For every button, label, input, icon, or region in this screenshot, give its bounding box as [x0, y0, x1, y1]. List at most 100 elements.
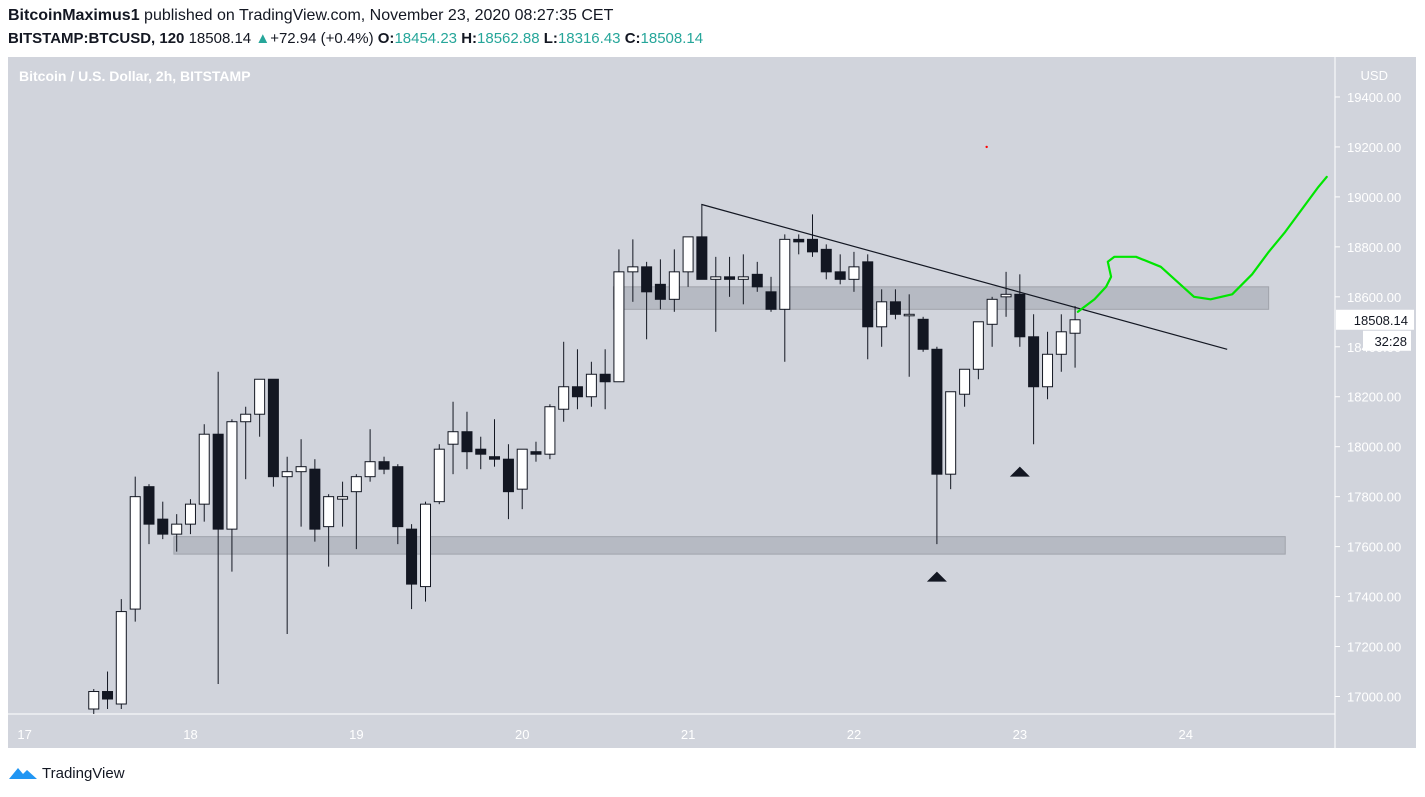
support-resistance-zones [173, 286, 1286, 555]
y-tick-label: 17000.00 [1347, 690, 1401, 705]
change-arrow-icon: ▲ [255, 30, 271, 47]
price-axis[interactable]: 17000.00 17200.00 17400.00 17600.00 17800.00… [1335, 90, 1401, 705]
y-tick-label: 19000.00 [1347, 190, 1401, 205]
candle-body [157, 518, 169, 535]
candle-body [876, 301, 888, 328]
candle [682, 236, 694, 287]
candle [433, 444, 445, 505]
low-label: L: [543, 30, 558, 47]
candle-body [986, 298, 998, 325]
y-tick-label: 18000.00 [1347, 440, 1401, 455]
candle-body [544, 406, 556, 455]
candle [184, 499, 196, 535]
countdown-tag [1363, 330, 1411, 351]
candle-body [392, 466, 404, 528]
candle-body [613, 271, 625, 383]
x-tick-label: 23 [1013, 727, 1027, 742]
candle-body [184, 503, 196, 525]
author-name[interactable]: BitcoinMaximus1 [8, 7, 140, 24]
candle [599, 349, 611, 410]
candle-body [654, 283, 666, 300]
candlestick-series [88, 204, 1081, 714]
candle-body [1042, 353, 1054, 388]
candle [613, 249, 625, 383]
candle-body [820, 248, 832, 273]
candle-body [793, 238, 805, 243]
candle-body [295, 466, 307, 473]
candle [226, 419, 238, 572]
candle-body [323, 496, 335, 528]
candle-body [737, 276, 749, 280]
y-tick-label: 17600.00 [1347, 540, 1401, 555]
high-value: 18562.88 [477, 30, 540, 47]
price-change: +72.94 (+0.4%) [270, 30, 374, 47]
candle [889, 289, 901, 320]
time-axis[interactable]: 17 18 19 20 21 22 23 24 [17, 727, 1193, 742]
tradingview-logo-icon [9, 768, 37, 779]
candle [585, 361, 597, 407]
candle-body [88, 691, 100, 710]
high-label: H: [461, 30, 478, 47]
candle [903, 294, 915, 377]
brand-name: TradingView [42, 764, 125, 782]
y-tick-label: 18600.00 [1347, 290, 1401, 305]
candle-body [710, 276, 722, 280]
candle [751, 261, 763, 292]
candle-body [198, 433, 210, 505]
candle-body [115, 611, 127, 705]
candle-body [489, 456, 501, 460]
x-tick-label: 18 [183, 727, 197, 742]
y-tick-label: 18200.00 [1347, 390, 1401, 405]
publisher-line: BitcoinMaximus1 published on TradingView… [8, 7, 613, 25]
candle-body [1000, 293, 1012, 298]
candle-body [447, 431, 459, 445]
candle [972, 321, 984, 380]
candle [1069, 306, 1081, 368]
candle [724, 256, 736, 297]
red-dot [985, 145, 988, 149]
candle-body [433, 448, 445, 503]
candle [364, 429, 376, 482]
candle [143, 484, 155, 545]
x-tick-label: 17 [17, 727, 31, 742]
candle [710, 256, 722, 332]
last-price-label: 18508.14 [1354, 313, 1408, 328]
candle [820, 244, 832, 280]
candle-body [862, 261, 874, 328]
y-tick-label: 18800.00 [1347, 240, 1401, 255]
ohlc-line: BITSTAMP:BTCUSD, 120 18508.14 ▲+72.94 (+… [8, 30, 703, 47]
candle-body [668, 271, 680, 300]
candle-body [972, 321, 984, 370]
candle [461, 411, 473, 470]
candle [240, 406, 252, 480]
countdown-label: 32:28 [1374, 334, 1407, 349]
candle-body [1014, 293, 1026, 338]
candle-body [406, 528, 418, 585]
tradingview-footer[interactable]: TradingView [8, 764, 125, 782]
candle-body [171, 523, 183, 535]
low-value: 18316.43 [557, 30, 621, 47]
candle [295, 439, 307, 527]
candle-body [516, 448, 528, 490]
candle-body [350, 476, 362, 493]
candle-body [1069, 319, 1081, 334]
candle-body [129, 496, 141, 610]
candle [1014, 274, 1026, 347]
candle-body [627, 266, 639, 273]
candle-body [945, 391, 957, 475]
candle-body [143, 486, 155, 525]
candle [765, 276, 777, 312]
candle-body [530, 451, 542, 455]
candle [447, 401, 459, 475]
candle [1000, 271, 1012, 317]
candle-body [226, 421, 238, 530]
candle-body [102, 691, 114, 700]
candle [931, 346, 943, 545]
currency-label: USD [1361, 68, 1388, 83]
candle-body [309, 468, 321, 530]
candle [254, 378, 266, 437]
candle-body [834, 271, 846, 280]
candle [876, 289, 888, 347]
candle [986, 296, 998, 347]
